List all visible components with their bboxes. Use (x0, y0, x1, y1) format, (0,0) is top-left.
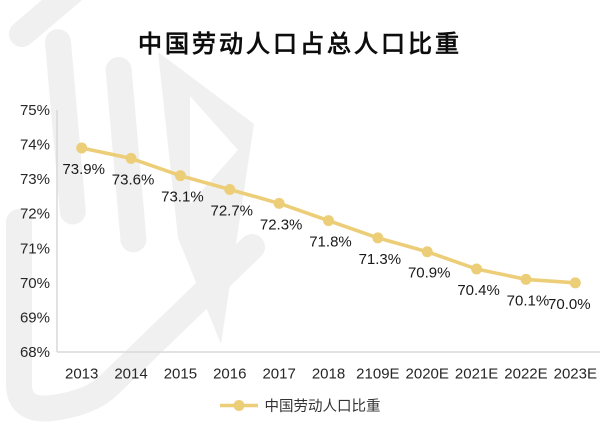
legend-dot (233, 400, 244, 411)
watermark-triangle-cutout (190, 96, 238, 204)
data-label: 70.1% (507, 292, 550, 309)
x-tick-label: 2018 (312, 365, 345, 382)
data-label: 72.3% (260, 216, 303, 233)
x-tick-label: 2015 (164, 365, 197, 382)
y-tick-label: 75% (20, 102, 50, 119)
chart-title: 中国劳动人口占总人口比重 (138, 31, 462, 58)
legend-label: 中国劳动人口比重 (264, 399, 381, 415)
data-point (174, 170, 186, 182)
data-point (372, 232, 384, 244)
data-label: 73.6% (112, 171, 155, 188)
watermark-band-bottom (6, 209, 265, 422)
y-tick-label: 71% (20, 240, 50, 257)
data-label: 70.0% (548, 296, 591, 313)
y-tick-label: 69% (20, 309, 50, 326)
data-label: 71.3% (359, 251, 402, 268)
x-tick-label: 2016 (213, 365, 246, 382)
data-point (76, 142, 88, 154)
data-point (421, 246, 433, 258)
data-point (323, 215, 334, 227)
data-label: 73.1% (161, 189, 204, 206)
y-tick-label: 68% (20, 344, 50, 361)
x-tick-label: 2022E (504, 365, 547, 382)
data-label: 72.7% (210, 203, 253, 220)
y-tick-label: 74% (20, 137, 50, 154)
x-tick-label: 2020E (406, 365, 449, 382)
x-tick-label: 2109E (356, 365, 399, 382)
x-tick-label: 2017 (262, 365, 295, 382)
data-point (569, 277, 581, 289)
data-point (273, 197, 285, 209)
y-tick-label: 73% (20, 171, 50, 188)
data-label: 70.9% (408, 265, 451, 282)
legend-marker-icon (219, 400, 258, 411)
watermark-bar (105, 56, 147, 253)
x-tick-label: 2023E (554, 365, 597, 382)
data-label: 71.8% (309, 234, 352, 251)
data-label: 73.9% (62, 161, 105, 178)
legend: 中国劳动人口比重 (0, 395, 600, 416)
x-tick-label: 2021E (455, 365, 498, 382)
watermark-band-top (9, 0, 83, 47)
data-point (125, 152, 137, 164)
y-tick-label: 70% (20, 275, 50, 292)
data-point (471, 263, 483, 275)
data-point (224, 184, 236, 196)
x-tick-label: 2013 (65, 365, 98, 382)
data-label: 70.4% (457, 282, 500, 299)
y-tick-label: 72% (20, 206, 50, 223)
x-tick-label: 2014 (114, 365, 147, 382)
data-point (520, 273, 532, 285)
watermark-bar (44, 29, 86, 225)
